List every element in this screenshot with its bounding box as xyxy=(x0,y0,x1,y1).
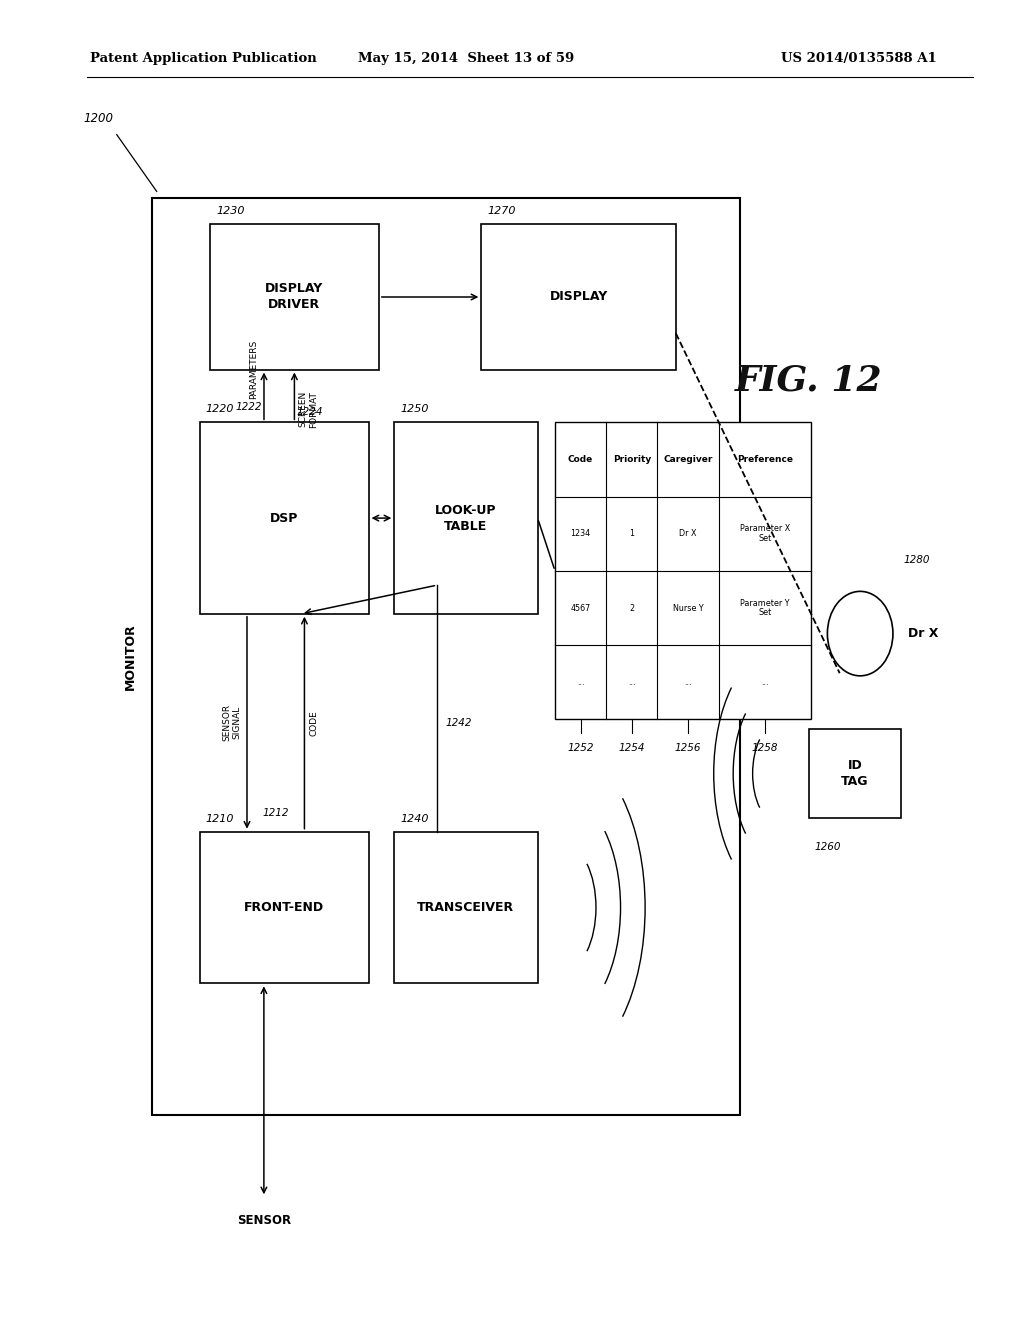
Text: 1250: 1250 xyxy=(400,404,429,414)
Text: ...: ... xyxy=(628,677,636,686)
Bar xyxy=(394,422,538,614)
Text: FIG. 12: FIG. 12 xyxy=(735,363,883,397)
Text: 1240: 1240 xyxy=(400,813,429,824)
Text: TRANSCEIVER: TRANSCEIVER xyxy=(418,902,514,913)
Text: SCREEN
FORMAT: SCREEN FORMAT xyxy=(299,391,317,428)
Text: MONITOR: MONITOR xyxy=(124,623,137,690)
Text: 1254: 1254 xyxy=(618,743,645,754)
Text: Parameter Y
Set: Parameter Y Set xyxy=(740,599,790,618)
Text: SENSOR
SIGNAL: SENSOR SIGNAL xyxy=(222,704,242,742)
Text: ...: ... xyxy=(684,677,692,686)
Text: 1242: 1242 xyxy=(445,718,472,727)
Text: DISPLAY: DISPLAY xyxy=(550,290,607,304)
Text: DISPLAY
DRIVER: DISPLAY DRIVER xyxy=(265,282,324,312)
Bar xyxy=(200,832,369,983)
Circle shape xyxy=(827,591,893,676)
Bar xyxy=(200,422,369,614)
Text: Caregiver: Caregiver xyxy=(664,455,713,465)
Text: Nurse Y: Nurse Y xyxy=(673,603,703,612)
Text: ID
TAG: ID TAG xyxy=(842,759,868,788)
Text: Parameter X
Set: Parameter X Set xyxy=(739,524,791,543)
Text: SENSOR: SENSOR xyxy=(237,1214,291,1228)
Bar xyxy=(210,224,379,370)
Text: US 2014/0135588 A1: US 2014/0135588 A1 xyxy=(781,51,937,65)
Text: May 15, 2014  Sheet 13 of 59: May 15, 2014 Sheet 13 of 59 xyxy=(357,51,574,65)
Text: PARAMETERS: PARAMETERS xyxy=(249,341,258,399)
Text: 1230: 1230 xyxy=(216,206,245,216)
Text: 1224: 1224 xyxy=(297,407,323,417)
Text: 1252: 1252 xyxy=(567,743,594,754)
Text: Code: Code xyxy=(568,455,593,465)
Text: 1210: 1210 xyxy=(206,813,234,824)
Text: 1258: 1258 xyxy=(752,743,778,754)
Text: ...: ... xyxy=(577,677,585,686)
Text: 1234: 1234 xyxy=(570,529,591,539)
Text: 2: 2 xyxy=(629,603,635,612)
Bar xyxy=(481,224,676,370)
Text: 1: 1 xyxy=(630,529,634,539)
Text: CODE: CODE xyxy=(309,710,318,735)
Bar xyxy=(555,422,811,719)
Text: Priority: Priority xyxy=(612,455,651,465)
Text: 1220: 1220 xyxy=(206,404,234,414)
Bar xyxy=(152,198,740,1115)
Text: 1270: 1270 xyxy=(487,206,516,216)
Text: DSP: DSP xyxy=(270,512,298,524)
Text: ...: ... xyxy=(761,677,769,686)
Text: 1200: 1200 xyxy=(83,112,114,125)
Text: 4567: 4567 xyxy=(570,603,591,612)
Text: 1222: 1222 xyxy=(236,401,262,412)
Text: Preference: Preference xyxy=(737,455,793,465)
Text: 1256: 1256 xyxy=(675,743,701,754)
Bar xyxy=(809,729,901,818)
Text: Patent Application Publication: Patent Application Publication xyxy=(90,51,316,65)
Text: Dr X: Dr X xyxy=(679,529,697,539)
Text: 1260: 1260 xyxy=(814,842,841,853)
Text: 1212: 1212 xyxy=(262,808,289,818)
Text: 1280: 1280 xyxy=(903,554,930,565)
Bar xyxy=(394,832,538,983)
Text: LOOK-UP
TABLE: LOOK-UP TABLE xyxy=(435,504,497,532)
Text: FRONT-END: FRONT-END xyxy=(244,902,325,913)
Text: Dr X: Dr X xyxy=(908,627,939,640)
